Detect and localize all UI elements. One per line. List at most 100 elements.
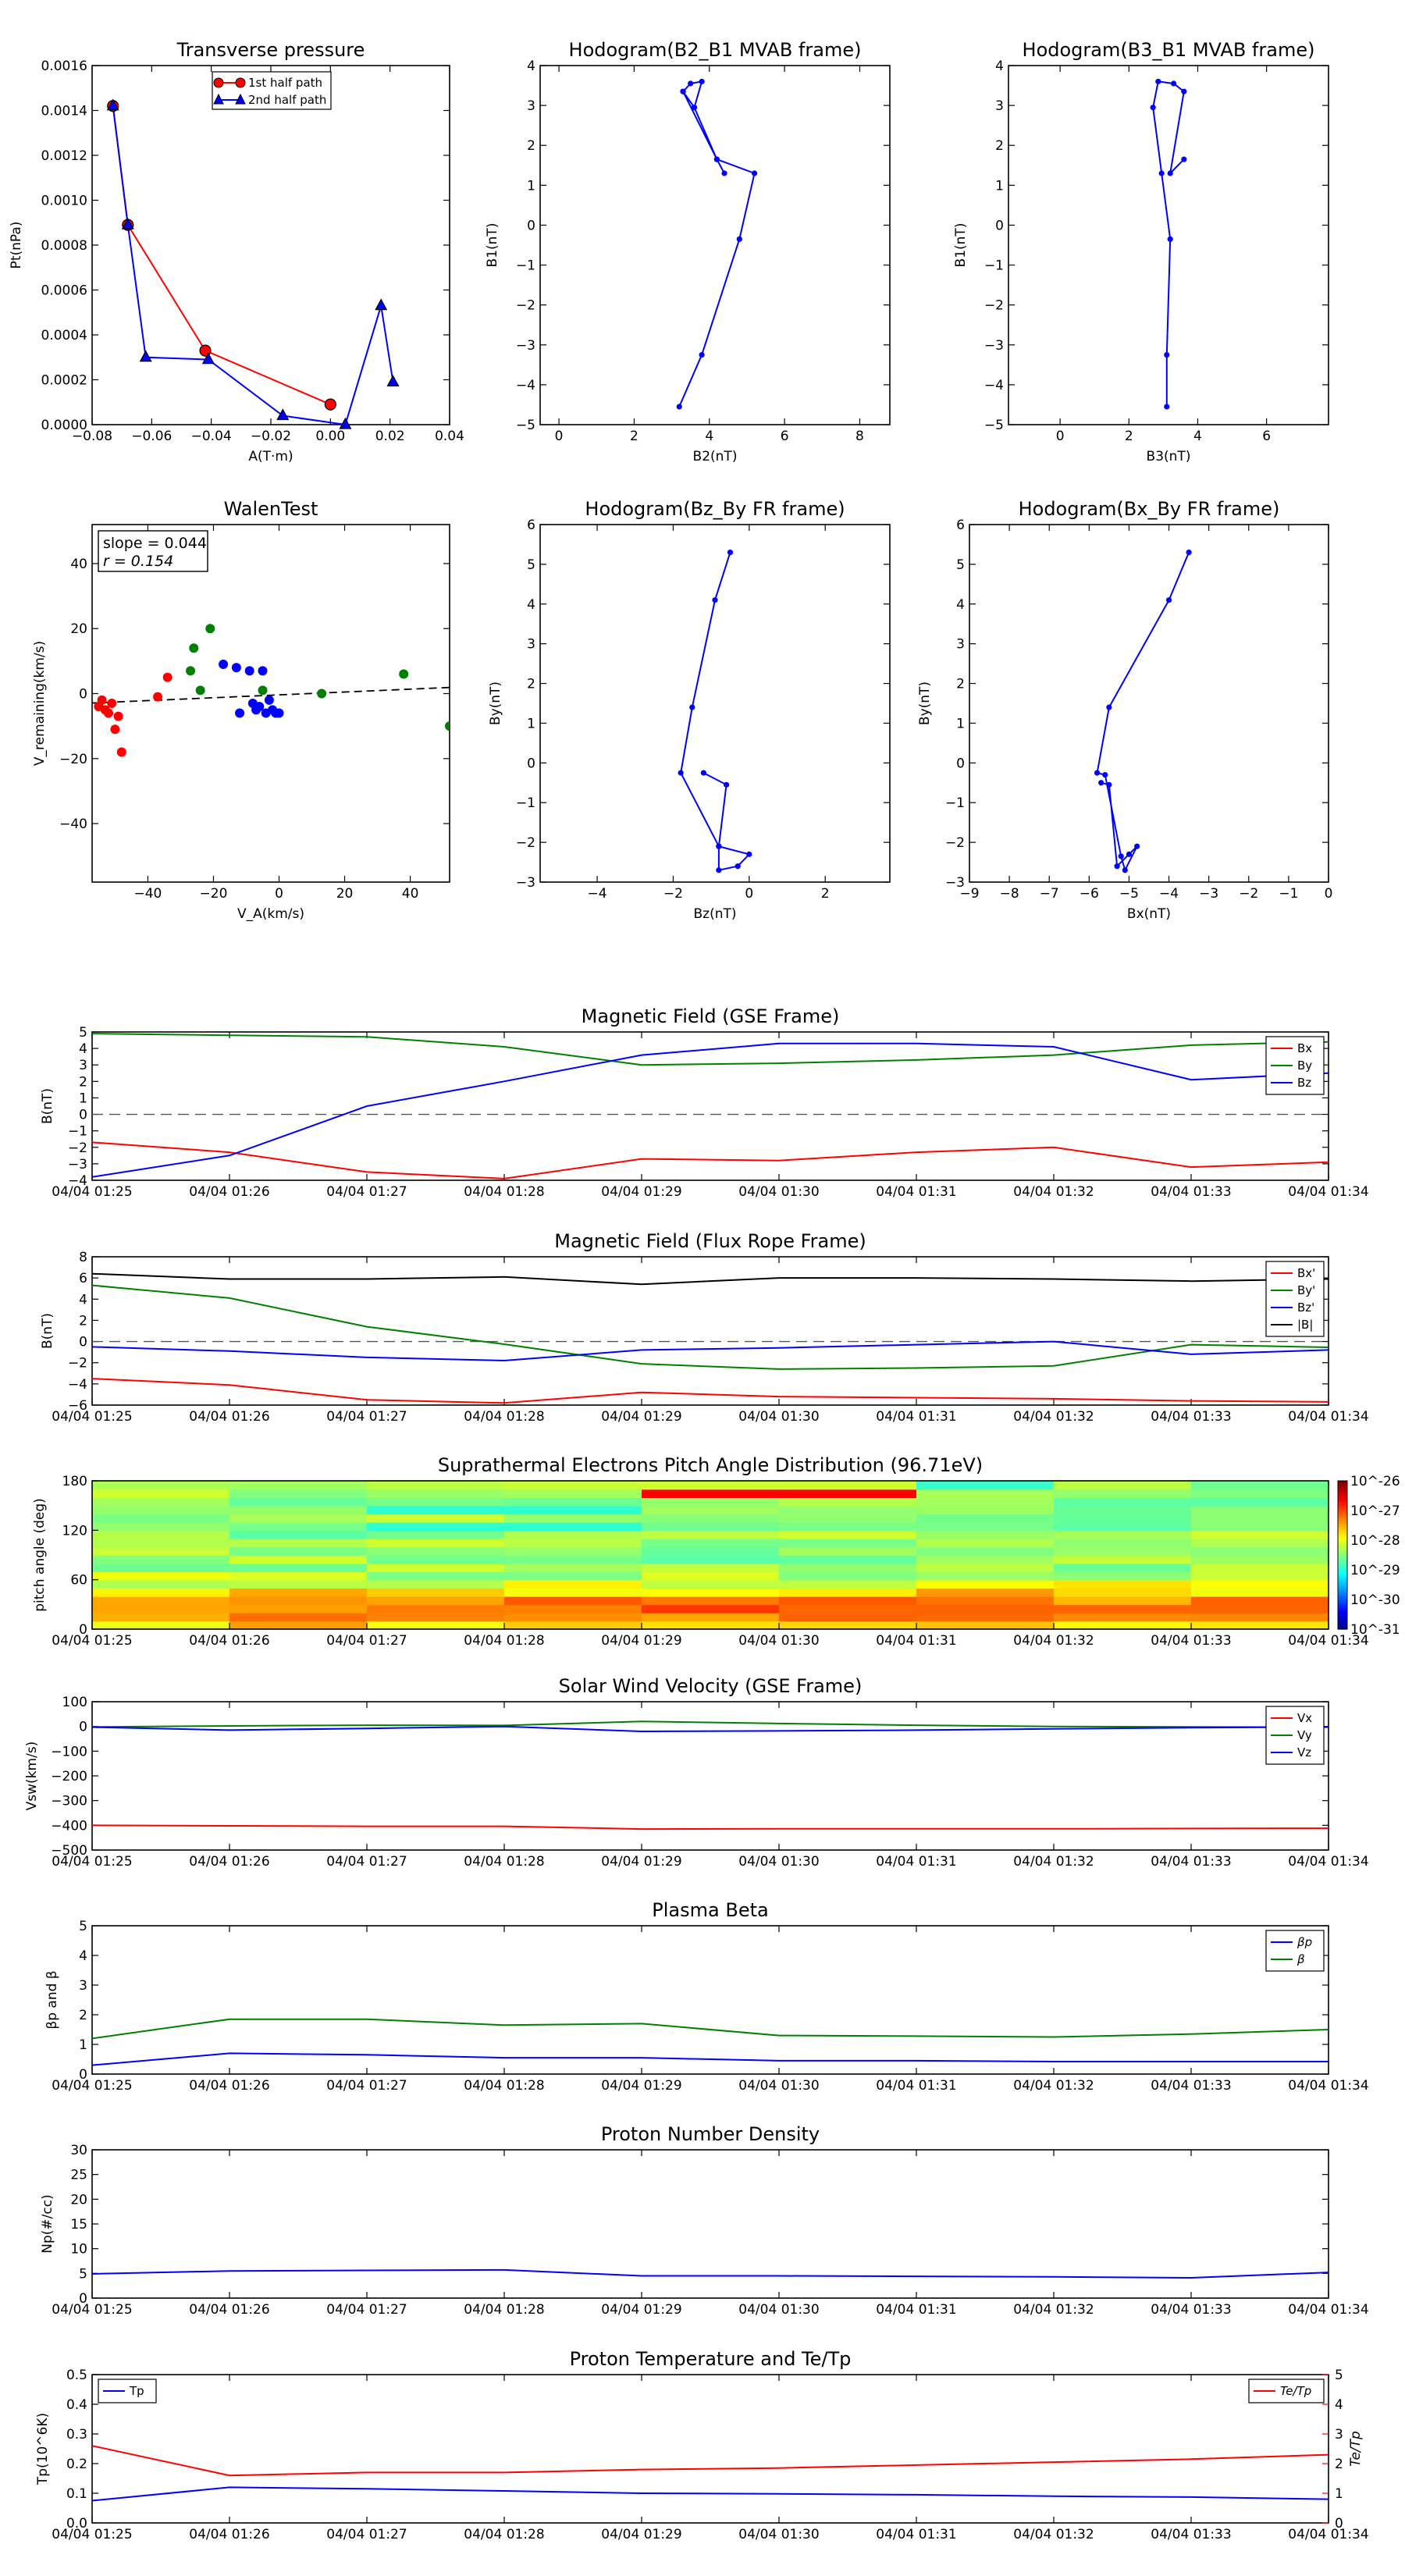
y-tick-label: −4	[68, 1173, 87, 1189]
legend-marker	[235, 77, 246, 88]
y-tick-label: 2	[956, 677, 965, 692]
time-tick-label: 04/04 01:31	[876, 2078, 956, 2094]
x-tick-label: 40	[402, 886, 419, 902]
series-line-0	[92, 1378, 1329, 1404]
heatmap-cell	[1054, 1604, 1192, 1614]
heatmap-cell	[504, 1621, 642, 1629]
heatmap-cell	[504, 1481, 642, 1490]
heatmap-cell	[229, 1555, 368, 1564]
heatmap-cell	[229, 1521, 368, 1532]
y-tick-label: 3	[527, 98, 535, 114]
heatmap-cell	[229, 1497, 368, 1507]
x-axis-label: A(T·m)	[248, 449, 293, 464]
hodogram-point	[716, 867, 722, 873]
time-tick-label: 04/04 01:25	[52, 1633, 132, 1649]
time-tick-label: 04/04 01:28	[464, 1184, 544, 1200]
heatmap-cell	[916, 1612, 1055, 1622]
y-tick-label: 4	[79, 1948, 87, 1964]
time-tick-label: 04/04 01:31	[876, 1409, 956, 1425]
y-tick-label: −3	[516, 875, 535, 891]
hodogram-point	[1150, 105, 1156, 111]
heatmap-cell	[1054, 1588, 1192, 1597]
y-tick-label: −3	[68, 1157, 87, 1172]
heatmap-cell	[779, 1497, 917, 1507]
heatmap-cells	[92, 1481, 1329, 1629]
time-tick-label: 04/04 01:26	[189, 2302, 269, 2318]
heatmap-cell	[779, 1538, 917, 1548]
y-tick-label: 5	[79, 2266, 87, 2282]
heatmap-cell	[504, 1530, 642, 1539]
time-tick-label: 04/04 01:33	[1151, 2078, 1231, 2094]
time-tick-label: 04/04 01:26	[189, 2078, 269, 2094]
colorbar-cell	[1338, 1572, 1347, 1575]
time-tick-label: 04/04 01:34	[1288, 1633, 1368, 1649]
y-tick-label: 0	[956, 756, 965, 771]
hodogram-point	[1167, 236, 1173, 242]
y-tick-label: 1	[956, 716, 965, 731]
y-tick-label: 4	[1335, 2397, 1343, 2413]
r-annotation: r = 0.154	[103, 553, 173, 570]
legend: Vx Vy Vz	[1265, 1706, 1325, 1765]
y-tick-label: 20	[70, 2192, 87, 2208]
time-tick-label: 04/04 01:33	[1151, 1854, 1231, 1870]
x-tick-label: −6	[1080, 886, 1099, 902]
y-tick-label: 5	[79, 1919, 87, 1934]
heatmap-cell	[367, 1612, 505, 1622]
y-axis-label: V_remaining(km/s)	[32, 641, 48, 766]
heatmap-cell	[1054, 1497, 1192, 1507]
heatmap-cell	[916, 1596, 1055, 1606]
colorbar-cell	[1338, 1606, 1347, 1610]
hodogram-point	[1134, 843, 1140, 849]
heatmap-cell	[92, 1604, 230, 1614]
y-tick-label: 0.3	[66, 2427, 87, 2443]
x-tick-label: 0	[275, 886, 283, 902]
time-tick-label: 04/04 01:27	[326, 2078, 407, 2094]
heatmap-cell	[642, 1514, 780, 1523]
heatmap-cell	[504, 1588, 642, 1597]
time-tick-label: 04/04 01:28	[464, 1854, 544, 1870]
series-line-1	[112, 105, 394, 425]
colorbar-cell	[1338, 1587, 1347, 1590]
heatmap-cell	[642, 1563, 780, 1572]
colorbar-cell	[1338, 1522, 1347, 1526]
y-tick-label: 5	[956, 557, 965, 573]
annotation-box	[98, 530, 208, 572]
heatmap-cell	[779, 1514, 917, 1523]
time-tick-label: 04/04 01:26	[189, 1854, 269, 1870]
colorbar-cell	[1338, 1626, 1347, 1630]
heatmap-cell	[229, 1489, 368, 1498]
heatmap-cell	[92, 1505, 230, 1515]
y-tick-label: −300	[51, 1794, 87, 1809]
y-tick-label: 0	[79, 2291, 87, 2307]
heatmap-cell	[642, 1612, 780, 1622]
hodogram-point	[700, 770, 706, 776]
hodogram-point	[699, 78, 705, 85]
legend-label: 1st half path	[248, 76, 322, 90]
heatmap-cell	[642, 1530, 780, 1539]
heatmap-cell	[229, 1596, 368, 1606]
hodogram-line	[1152, 80, 1185, 407]
heatmap-cell	[916, 1555, 1055, 1564]
heatmap-cell	[916, 1521, 1055, 1532]
y-tick-label: 2	[1335, 2457, 1343, 2472]
data-point	[139, 350, 152, 362]
time-tick-label: 04/04 01:33	[1151, 1633, 1231, 1649]
series-line-0	[92, 2052, 1329, 2066]
chart-title: Hodogram(B3_B1 MVAB frame)	[1023, 39, 1315, 61]
colorbar-cell	[1338, 1493, 1347, 1496]
y-tick-label: 6	[527, 518, 535, 533]
series-line-0	[92, 1141, 1329, 1179]
y-tick-label: 0.0002	[41, 373, 87, 389]
chart-title: Proton Number Density	[601, 2123, 820, 2145]
colorbar-cell	[1338, 1624, 1347, 1628]
hodogram-point	[727, 550, 734, 556]
series-line-1	[92, 1033, 1329, 1066]
plot-frame	[1008, 65, 1329, 425]
x-tick-label: 2	[1125, 429, 1133, 444]
plot-frame	[91, 1480, 1329, 1630]
time-tick-label: 04/04 01:30	[738, 2527, 819, 2542]
time-tick-label: 04/04 01:31	[876, 1854, 956, 1870]
y-tick-label: 0	[79, 687, 87, 703]
plot-frame	[91, 1925, 1329, 2075]
